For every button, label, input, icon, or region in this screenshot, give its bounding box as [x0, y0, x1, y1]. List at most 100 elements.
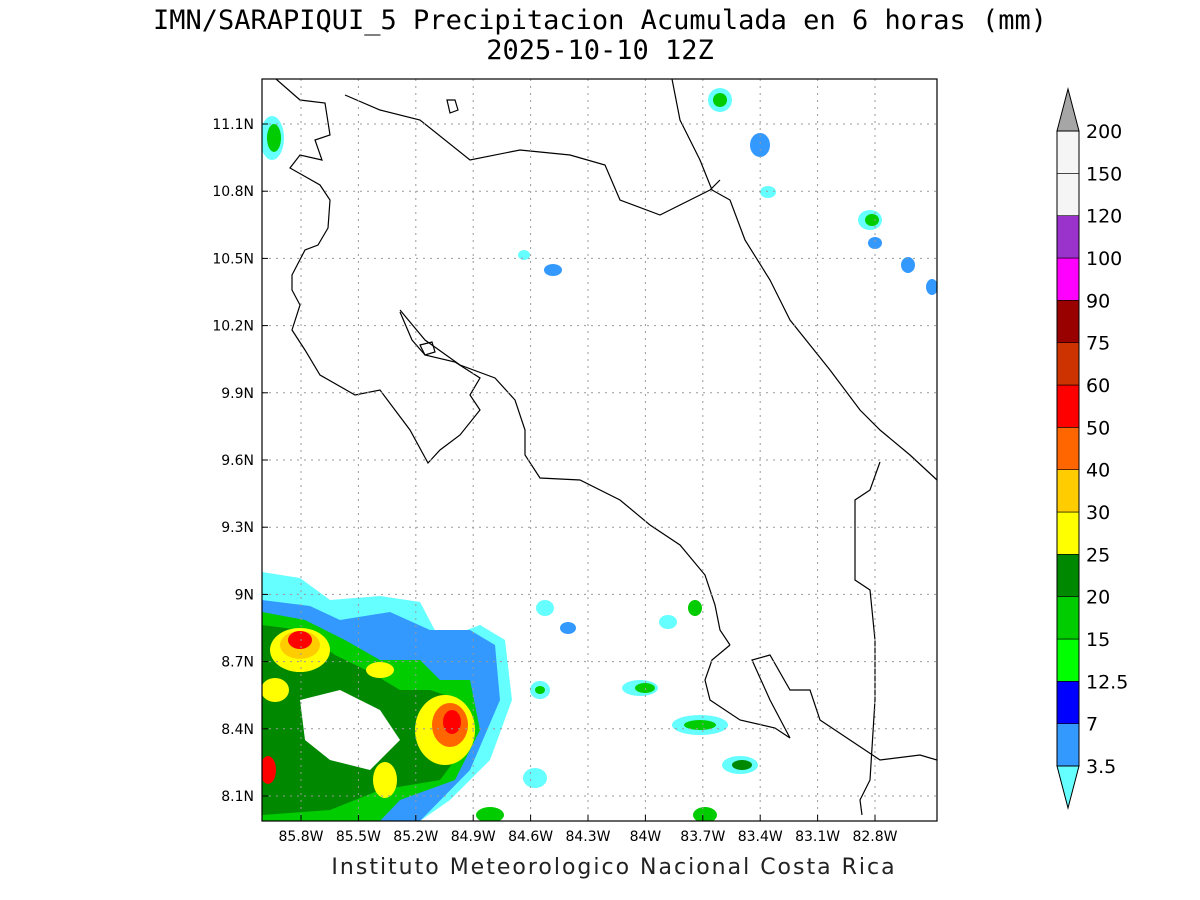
- lat-tick-label: 9.3N: [221, 520, 254, 536]
- lon-tick-label: 85.8W: [278, 829, 323, 845]
- southern-coast-line: [704, 644, 937, 761]
- lat-tick-label: 8.7N: [221, 655, 254, 671]
- colorbar-swatch: [1056, 723, 1080, 767]
- rain-cell: [760, 186, 776, 198]
- lat-tick-label: 9.6N: [221, 453, 254, 469]
- colorbar: 3.5 7 12.5 15 20 25 30 40 50 60 75 90 100 120 150 200: [1056, 87, 1128, 810]
- rain-cell: [536, 600, 554, 616]
- lon-tick-label: 84.9W: [451, 829, 496, 845]
- nicaragua-coast-line: [275, 79, 481, 465]
- colorbar-swatch: [1056, 681, 1080, 724]
- rain-cell-yellow: [366, 662, 394, 678]
- lat-tick-label: 9N: [235, 587, 254, 603]
- lon-tick-label: 83.7W: [680, 829, 725, 845]
- rain-cell-red: [262, 756, 276, 784]
- rain-cell: [684, 720, 716, 730]
- lon-tick-label: 83.4W: [738, 829, 783, 845]
- colorbar-label: 90: [1086, 290, 1110, 312]
- lat-tick-label: 10.8N: [212, 184, 254, 200]
- colorbar-swatch: [1056, 511, 1080, 555]
- rain-cell: [926, 279, 937, 295]
- caribbean-coast-line: [671, 79, 937, 481]
- lat-tick-label: 10.2N: [212, 319, 254, 335]
- colorbar-swatch: [1056, 215, 1080, 259]
- colorbar-swatch: [1056, 554, 1080, 597]
- lon-tick-label: 84W: [630, 829, 662, 845]
- map-frame: [261, 78, 938, 822]
- colorbar-label: 50: [1086, 417, 1110, 439]
- rain-cell: [732, 760, 752, 770]
- colorbar-swatch: [1056, 384, 1080, 428]
- rain-cell: [535, 686, 545, 694]
- colorbar-label: 15: [1086, 629, 1110, 651]
- colorbar-label: 60: [1086, 375, 1110, 397]
- colorbar-label: 12.5: [1086, 671, 1128, 693]
- rain-cell-yellow: [262, 678, 289, 702]
- lat-tick-label: 8.1N: [221, 789, 254, 805]
- lake-nicaragua-outline: [446, 99, 459, 114]
- footer-credit: Instituto Meteorologico Nacional Costa R…: [331, 855, 897, 880]
- coastlines: [275, 79, 937, 816]
- precipitation-field: [262, 88, 937, 821]
- lat-tick-label: 9.9N: [221, 386, 254, 402]
- rain-cell-red: [443, 710, 461, 734]
- colorbar-swatch: [1056, 596, 1080, 640]
- border-north-line: [344, 94, 721, 216]
- rain-cell-yellow: [373, 762, 397, 798]
- colorbar-swatch: [1056, 427, 1080, 470]
- lon-tick-label: 85.2W: [393, 829, 438, 845]
- colorbar-label: 40: [1086, 460, 1110, 482]
- map-grid: [262, 79, 937, 821]
- rain-cell: [523, 768, 547, 788]
- rain-cell: [693, 807, 717, 821]
- chart-title: IMN/SARAPIQUI_5 Precipitacion Acumulada …: [152, 5, 1048, 36]
- rain-cell: [518, 250, 530, 260]
- colorbar-min-arrow: [1056, 765, 1080, 810]
- rain-cell: [267, 124, 281, 152]
- rain-cell: [476, 807, 504, 821]
- rain-cell: [688, 600, 702, 616]
- rain-cell-red: [288, 631, 312, 649]
- latitude-ticks: 11.1N 10.8N 10.5N 10.2N 9.9N 9.6N 9.3N 9N 8.7N 8.…: [212, 117, 268, 805]
- lon-tick-label: 84.3W: [565, 829, 610, 845]
- colorbar-swatch: [1056, 300, 1080, 343]
- colorbar-label: 20: [1086, 587, 1110, 609]
- colorbar-label: 75: [1086, 333, 1110, 355]
- lat-tick-label: 10.5N: [212, 251, 254, 267]
- rain-cell: [659, 615, 677, 629]
- colorbar-frame: [1056, 130, 1080, 767]
- colorbar-label: 3.5: [1086, 756, 1116, 778]
- rain-cell: [544, 264, 562, 276]
- colorbar-label: 150: [1086, 163, 1122, 185]
- chart-subtitle-datetime: 2025-10-10 12Z: [486, 35, 714, 66]
- island-outline: [419, 341, 436, 356]
- colorbar-label: 25: [1086, 544, 1110, 566]
- rain-area-white-gap: [300, 690, 400, 770]
- colorbar-label: 120: [1086, 206, 1122, 228]
- colorbar-swatch: [1056, 638, 1080, 682]
- rain-cell: [901, 257, 915, 273]
- colorbar-label: 7: [1086, 714, 1098, 736]
- lon-tick-label: 85.5W: [336, 829, 381, 845]
- lat-tick-label: 8.4N: [221, 722, 254, 738]
- panama-border-line: [854, 461, 881, 816]
- colorbar-label: 200: [1086, 121, 1122, 143]
- rain-cell: [868, 237, 882, 249]
- lon-tick-label: 84.6W: [508, 829, 553, 845]
- colorbar-max-arrow: [1056, 87, 1080, 132]
- colorbar-swatch: [1056, 342, 1080, 386]
- lat-tick-label: 11.1N: [212, 117, 254, 133]
- colorbar-label: 30: [1086, 502, 1110, 524]
- interior-border-line: [399, 309, 731, 646]
- rain-cell: [750, 133, 770, 157]
- rain-cell: [713, 93, 727, 107]
- colorbar-label: 100: [1086, 248, 1122, 270]
- colorbar-swatch: [1056, 173, 1080, 216]
- lon-tick-label: 83.1W: [795, 829, 840, 845]
- rain-cell: [560, 622, 576, 634]
- colorbar-swatch: [1056, 257, 1080, 301]
- colorbar-swatch: [1056, 130, 1080, 174]
- longitude-ticks: 85.8W 85.5W 85.2W 84.9W 84.6W 84.3W 84W 83.7W 83…: [278, 815, 898, 845]
- rain-cell: [865, 214, 879, 226]
